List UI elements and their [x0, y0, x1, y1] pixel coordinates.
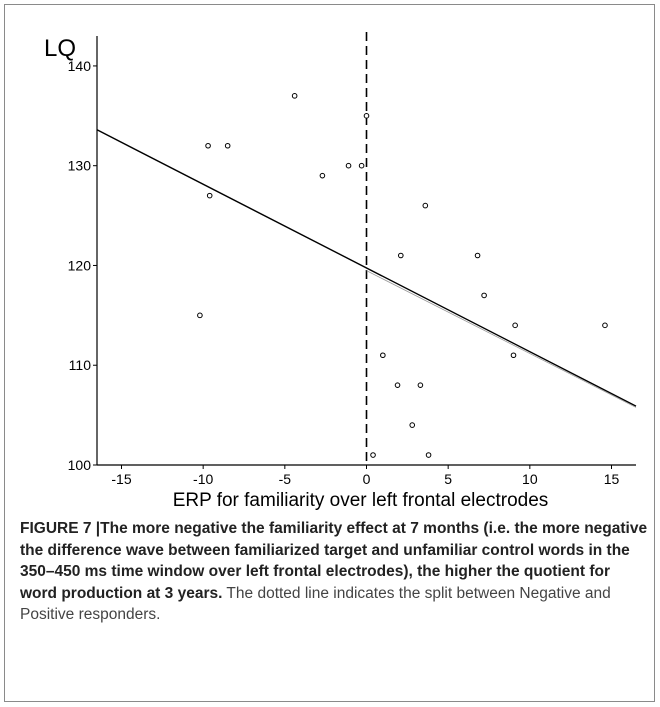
data-point — [602, 322, 608, 329]
data-point — [291, 93, 298, 99]
data-point — [345, 162, 352, 169]
data-point — [512, 322, 518, 329]
data-point — [425, 452, 432, 458]
regression-line — [96, 129, 637, 407]
data-point — [394, 382, 401, 388]
data-point — [224, 142, 231, 149]
x-tick-label: -15 — [111, 471, 131, 487]
regression-line-shadow — [366, 270, 637, 408]
data-point — [205, 142, 211, 149]
figure-caption: FIGURE 7 |The more negative the familiar… — [20, 518, 648, 626]
y-tick-label: 110 — [69, 357, 92, 373]
x-tick-label: 15 — [604, 471, 620, 487]
x-tick-label: 0 — [363, 471, 371, 487]
x-tick-label: -10 — [193, 471, 213, 487]
caption-text: The dotted line indicates the split betw… — [20, 584, 611, 624]
scatter-plot: 100 110 120 130 140 -15 -10 -5 0 5 10 15 LQ ERP for f… — [44, 32, 637, 511]
caption-bold-text: The more negative the familiarity effect… — [20, 520, 648, 602]
data-point — [370, 452, 376, 458]
x-tick-label: 10 — [522, 471, 538, 487]
x-tick-label: 5 — [444, 471, 452, 487]
data-point — [398, 252, 404, 259]
data-point — [481, 292, 487, 299]
y-tick-label: 100 — [68, 457, 92, 473]
data-point — [206, 192, 213, 199]
data-point — [197, 312, 203, 319]
y-tick-label: 120 — [68, 257, 92, 273]
x-tick-label: -5 — [279, 471, 292, 487]
data-point — [417, 382, 424, 388]
y-tick-label: 140 — [68, 58, 92, 74]
x-axis-label: ERP for familiarity over left frontal el… — [173, 490, 549, 511]
data-point — [380, 352, 386, 359]
caption-label: FIGURE 7 | — [20, 520, 101, 537]
figure-frame — [4, 4, 655, 702]
y-tick-label: 130 — [68, 158, 92, 174]
data-point — [510, 352, 517, 359]
data-point — [409, 422, 416, 428]
data-point — [319, 172, 326, 179]
data-point — [358, 162, 365, 169]
y-axis-label: LQ — [44, 35, 76, 62]
data-point — [422, 202, 429, 209]
data-point — [363, 113, 370, 119]
data-point — [474, 252, 481, 259]
